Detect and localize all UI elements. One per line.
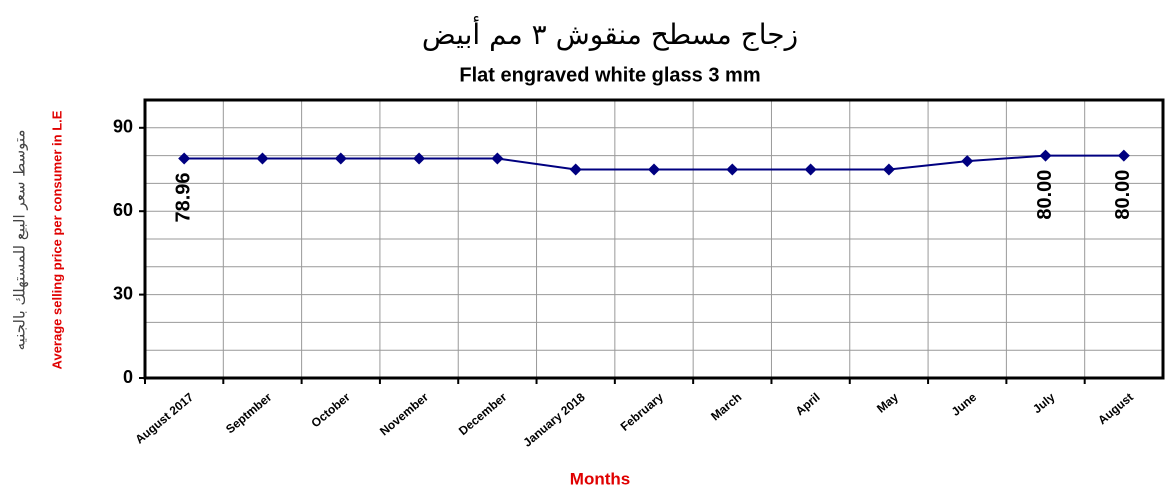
x-tick-label: Septmber [223, 390, 275, 437]
x-tick-label: December [456, 390, 510, 438]
data-point [256, 152, 269, 165]
x-tick-label: August 2017 [132, 390, 196, 447]
x-tick-label: November [377, 390, 431, 439]
x-tick-label: March [708, 390, 744, 423]
y-tick-label: 0 [123, 367, 133, 387]
data-point [413, 152, 426, 165]
y-tick-label: 30 [113, 283, 133, 303]
data-point [804, 163, 817, 176]
x-tick-label: February [618, 390, 667, 434]
data-point [726, 163, 739, 176]
data-point [491, 152, 504, 165]
x-axis-title: Months [570, 469, 630, 488]
data-label: 80.00 [1112, 170, 1134, 220]
x-tick-label: October [308, 390, 352, 431]
x-tick-label: June [949, 390, 980, 419]
data-label: 78.96 [172, 172, 194, 222]
chart-subtitle: Flat engraved white glass 3 mm [459, 64, 760, 86]
x-tick-label: January 2018 [520, 390, 588, 450]
x-tick-label: August [1095, 390, 1136, 427]
x-tick-label: May [874, 390, 901, 416]
y-tick-label: 90 [113, 117, 133, 137]
y-axis-title: Average selling price per consumer in L.… [49, 110, 64, 369]
data-point [1039, 149, 1052, 162]
chart-title: زجاج مسطح منقوش ٣ مم أبيض [422, 15, 798, 52]
x-tick-label: April [793, 390, 823, 418]
data-point [648, 163, 660, 176]
data-point [961, 155, 974, 168]
data-point [882, 163, 895, 176]
data-point [334, 152, 347, 165]
x-tick-label: July [1030, 390, 1058, 416]
data-label: 80.00 [1034, 170, 1056, 220]
y-axis-title-arabic: متوسط سعر البيع للمستهلك بالجنيه [11, 130, 29, 351]
data-point [178, 152, 191, 165]
plot-frame [143, 98, 1165, 380]
y-tick-label: 60 [113, 200, 133, 220]
data-point [1117, 149, 1130, 162]
data-point [569, 163, 582, 176]
